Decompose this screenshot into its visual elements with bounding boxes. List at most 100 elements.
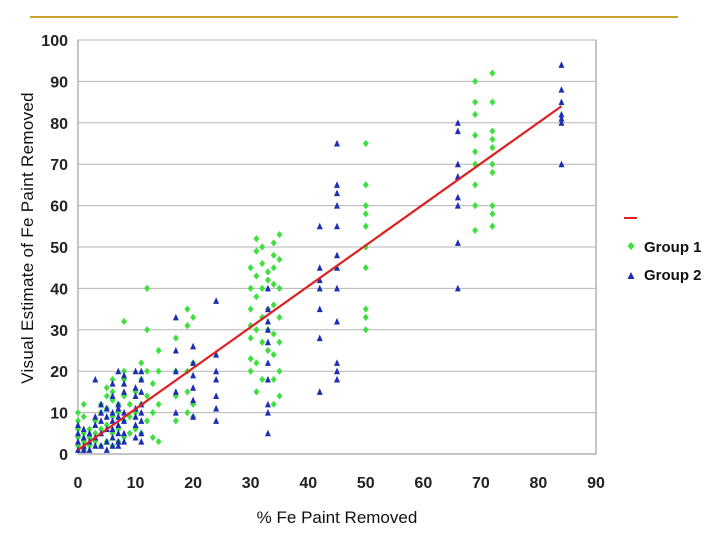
legend-group2-label: Group 2 [644,267,702,284]
group-1-point [489,160,496,168]
group-1-point [109,375,116,384]
group-1-point [121,317,128,326]
group-2-point [558,160,565,168]
group-1-point [362,264,369,272]
group-1-point [155,400,162,408]
group-2-point [334,375,340,383]
group-2-point [138,375,145,383]
group-1-point [121,367,128,375]
group-2-point [316,276,323,284]
group-1-point [103,392,110,400]
group-2-point [138,367,145,375]
group-2-point [213,297,220,304]
group-1-point [75,409,81,417]
group-2-point [454,239,461,246]
group-1-point [489,222,496,230]
group-1-point [472,181,479,189]
group-1-point [184,305,191,313]
group-1-point [362,139,369,148]
group-2-point [115,429,122,437]
x-tick-label: 90 [587,475,605,492]
x-tick-label: 60 [414,475,432,492]
group-2-point [92,442,99,449]
legend-group2-marker [627,272,635,279]
y-tick-label: 80 [50,116,68,133]
group-2-point [454,127,461,135]
group-1-point [472,202,479,210]
group-2-point [103,437,110,445]
group-2-point [334,202,340,209]
group-1-point [115,425,122,433]
group-2-point [109,392,116,400]
group-2-point [316,222,323,230]
group-1-point [184,409,191,417]
group-1-point [253,326,260,334]
group-2-point [190,342,197,350]
group-1-point [253,388,260,396]
group-1-point [276,284,283,292]
group-1-point [247,322,254,330]
y-tick-label: 20 [50,364,68,381]
group-1-point [75,417,81,425]
group-1-point [276,230,283,239]
group-1-point [362,326,369,334]
group-1-point [362,313,369,321]
group-2-point [132,421,139,429]
group-2-point [316,264,323,271]
group-1-point [155,437,162,446]
group-1-point [362,210,369,218]
y-tick-label: 40 [50,281,68,298]
group-2-point [98,417,105,424]
group-1-point [132,425,139,433]
group-2-point [190,396,197,404]
group-2-point [86,446,93,453]
group-1-point [362,181,369,189]
group-1-point [149,433,156,442]
group-1-point [86,425,93,433]
y-tick-label: 100 [41,33,68,50]
group-2-point [132,413,139,420]
group-1-point [489,135,496,143]
group-2-point [172,346,179,354]
group-1-point [144,392,151,400]
group-1-point [144,417,151,425]
group-1-point [132,388,139,396]
group-1-point [259,243,266,251]
group-2-point [115,400,122,408]
group-2-point [98,409,105,416]
group-2-point [103,446,110,453]
group-1-point [276,338,283,346]
group-1-point [270,301,277,309]
group-2-point [213,392,220,400]
group-2-point [121,429,128,437]
group-1-point [109,388,116,396]
group-1-point [270,351,277,359]
group-2-point [138,417,145,424]
group-2-point [109,409,116,416]
group-1-point [489,144,496,152]
group-1-point [362,305,369,313]
group-1-point [247,284,254,292]
group-2-point [121,371,128,379]
group-2-point [264,317,271,325]
group-1-point [103,421,110,429]
group-1-point [253,272,260,280]
group-1-point [264,276,271,284]
x-tick-label: 30 [242,475,260,492]
group-2-point [109,425,116,433]
group-2-point [172,409,179,416]
group-1-point [472,98,479,106]
group-1-point [472,131,479,139]
group-1-point [144,284,151,292]
group-1-point [276,255,283,264]
group-2-point [132,392,139,400]
group-1-point [264,268,271,276]
group-2-point [75,437,81,445]
group-2-point [190,371,197,379]
group-1-point [149,380,156,388]
group-1-point [264,346,271,355]
x-tick-label: 80 [530,475,548,492]
group-2-point [558,86,565,93]
group-1-point [126,429,133,437]
group-1-point [253,293,260,301]
